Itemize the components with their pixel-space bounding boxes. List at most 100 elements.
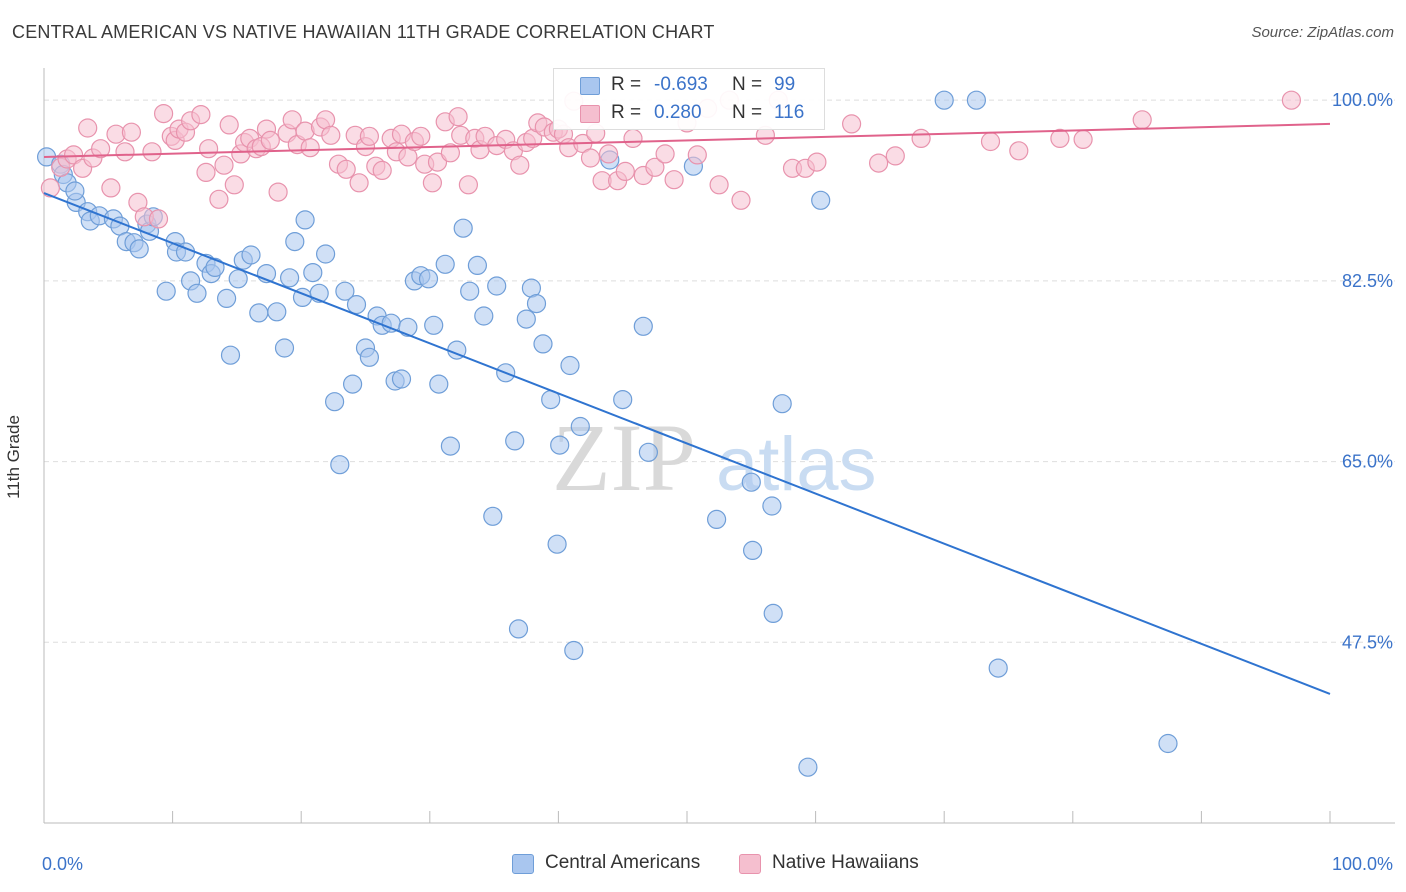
data-point [510, 155, 530, 175]
data-point [645, 157, 665, 177]
y-tick-label: 82.5% [1342, 271, 1393, 291]
data-point [209, 189, 229, 209]
data-point [580, 148, 601, 168]
data-point [321, 125, 341, 145]
data-point [772, 394, 792, 414]
data-point [505, 431, 525, 451]
data-point [249, 303, 269, 323]
data-point [807, 152, 827, 172]
data-point [148, 209, 169, 229]
data-point [474, 306, 494, 326]
data-point [285, 232, 305, 252]
data-point [440, 436, 460, 456]
data-point [268, 182, 288, 202]
data-point [220, 345, 241, 365]
data-point [300, 138, 320, 158]
data-point [1132, 110, 1152, 130]
data-point [966, 90, 987, 110]
data-point [664, 170, 684, 190]
trend-line-native-hawaiians [43, 122, 1331, 158]
data-point [267, 302, 287, 322]
data-point [741, 472, 761, 492]
legend-label: Native Hawaiians [772, 852, 919, 873]
legend-r-label: R = [611, 102, 642, 123]
data-point [280, 268, 300, 288]
data-point [217, 288, 237, 308]
data-point [547, 534, 567, 554]
data-point [427, 152, 448, 172]
data-point [655, 144, 675, 164]
data-point [418, 269, 439, 289]
data-point [487, 276, 507, 296]
y-axis-label: 11th Grade [4, 415, 23, 499]
data-point [533, 334, 553, 354]
data-point [440, 143, 460, 163]
data-point [934, 90, 954, 110]
data-point [142, 142, 162, 162]
data-point [224, 175, 244, 195]
data-point [330, 455, 350, 475]
data-point [381, 313, 401, 333]
data-point [516, 309, 536, 329]
correlation-legend: R = -0.693 N = 99 R = 0.280 N = 116 [553, 68, 825, 130]
y-tick-label: 47.5% [1342, 632, 1393, 652]
trend-lines [43, 122, 1331, 695]
data-point [508, 619, 529, 639]
data-point [101, 178, 121, 198]
data-point [63, 145, 84, 165]
legend-row-native-hawaiians: R = 0.280 N = 116 [554, 99, 824, 127]
data-point [742, 540, 763, 561]
source-label: Source: ZipAtlas.com [1251, 24, 1394, 41]
data-point [633, 316, 653, 336]
data-point [811, 190, 831, 210]
legend-r-value: -0.693 [654, 74, 708, 95]
data-point [336, 159, 356, 179]
legend-swatch-pink [580, 105, 600, 123]
data-point [1009, 141, 1029, 161]
data-point [613, 390, 633, 410]
data-point [129, 239, 149, 259]
data-point [325, 392, 345, 412]
data-point [1281, 90, 1302, 110]
trend-line-central-americans [43, 192, 1331, 695]
data-point [483, 506, 503, 526]
data-point [398, 317, 418, 337]
data-point [868, 153, 889, 173]
data-point [372, 160, 392, 180]
tick-labels: 100.0% 82.5% 65.0% 47.5% 0.0% 100.0% [42, 90, 1393, 874]
data-point [65, 181, 85, 201]
chart-title: CENTRAL AMERICAN VS NATIVE HAWAIIAN 11TH… [12, 22, 715, 42]
legend-n-value: 99 [774, 74, 796, 95]
y-tick-label: 65.0% [1342, 452, 1393, 472]
data-point [349, 173, 369, 193]
data-point [90, 139, 111, 159]
legend-n-label: N = [732, 102, 763, 123]
data-point [295, 210, 315, 230]
data-point [411, 126, 431, 146]
data-point [435, 254, 455, 274]
data-point [40, 178, 61, 198]
data-point [467, 255, 487, 275]
data-point [687, 145, 707, 165]
data-point [187, 283, 207, 303]
data-point [154, 103, 174, 124]
data-point [214, 155, 234, 175]
data-point [359, 126, 379, 146]
series-native-hawaiians-points [40, 90, 1302, 229]
data-point [429, 374, 449, 394]
legend-swatch-pink [739, 854, 761, 874]
data-point [598, 144, 619, 164]
legend-n-value: 116 [774, 102, 805, 123]
data-point [550, 435, 570, 455]
data-point [115, 142, 135, 162]
data-point [526, 294, 547, 314]
y-tick-label: 100.0% [1332, 90, 1393, 110]
data-point [282, 110, 302, 130]
data-point [316, 244, 336, 264]
data-point [706, 509, 727, 530]
data-point [1050, 128, 1070, 148]
data-point [196, 162, 216, 182]
data-point [638, 442, 659, 462]
legend-r-value: 0.280 [654, 102, 702, 123]
data-point [121, 122, 141, 142]
